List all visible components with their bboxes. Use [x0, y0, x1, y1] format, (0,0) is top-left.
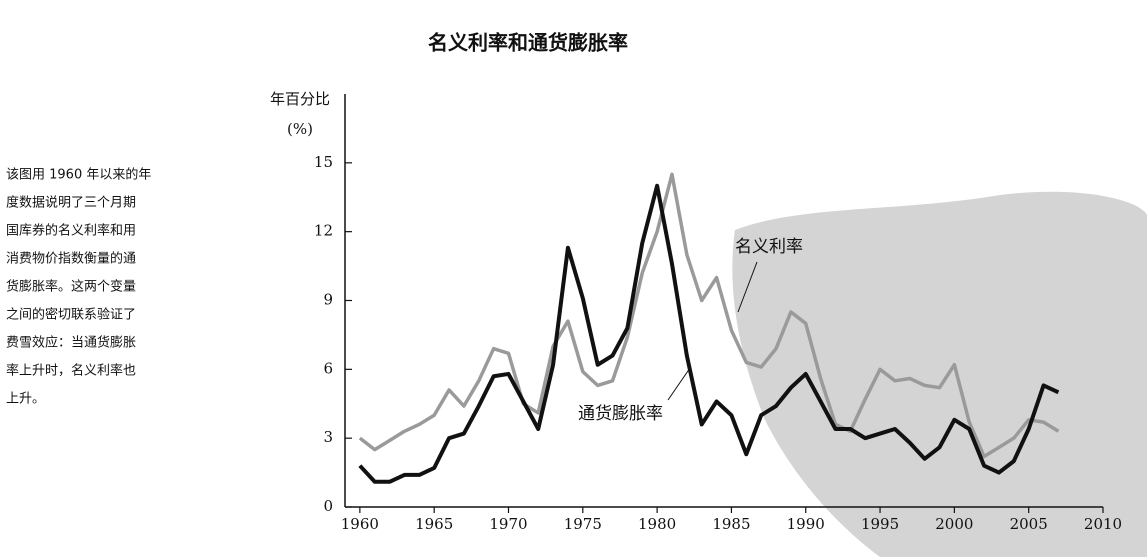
x-tick-label: 1975 [564, 515, 602, 533]
x-tick-label: 1985 [712, 515, 750, 533]
x-tick-label: 1990 [787, 515, 825, 533]
x-tick-label: 2010 [1084, 515, 1122, 533]
description-line: 该图用 1960 年以来的年 [6, 167, 151, 183]
y-axis-label: 年百分比 [270, 90, 330, 108]
description-line: 国库券的名义利率和用 [6, 223, 136, 239]
description-line: 率上升时，名义利率也 [6, 363, 136, 379]
y-tick-label: 6 [323, 359, 333, 377]
series-line [358, 183, 1060, 484]
series-label: 通货膨胀率 [578, 404, 663, 424]
y-tick-label: 15 [314, 153, 333, 171]
x-tick-label: 1960 [341, 515, 379, 533]
y-tick-label: 3 [323, 428, 333, 446]
annotation-leader [737, 261, 758, 313]
annotation-leader [667, 367, 691, 401]
chart-title: 名义利率和通货膨胀率 [428, 31, 628, 55]
series-label: 名义利率 [735, 237, 803, 257]
description-line: 上升。 [6, 392, 45, 407]
x-tick-label: 2005 [1010, 515, 1048, 533]
y-axis-label: (%) [287, 120, 313, 138]
x-tick-label: 1995 [861, 515, 899, 533]
description-line: 之间的密切联系验证了 [6, 307, 136, 323]
description-line: 消费物价指数衡量的通 [6, 251, 136, 267]
y-tick-label: 0 [323, 497, 333, 515]
description-line: 费雪效应：当通货膨胀 [6, 335, 136, 351]
x-tick-label: 1970 [489, 515, 527, 533]
y-tick-label: 12 [314, 222, 333, 240]
description-line: 货膨胀率。这两个变量 [6, 279, 136, 295]
x-tick-label: 1980 [638, 515, 676, 533]
description-line: 度数据说明了三个月期 [6, 195, 136, 211]
background-stain [732, 191, 1147, 557]
series-line [358, 172, 1060, 459]
y-tick-label: 9 [323, 291, 333, 309]
x-tick-label: 1965 [415, 515, 453, 533]
x-tick-label: 2000 [935, 515, 973, 533]
